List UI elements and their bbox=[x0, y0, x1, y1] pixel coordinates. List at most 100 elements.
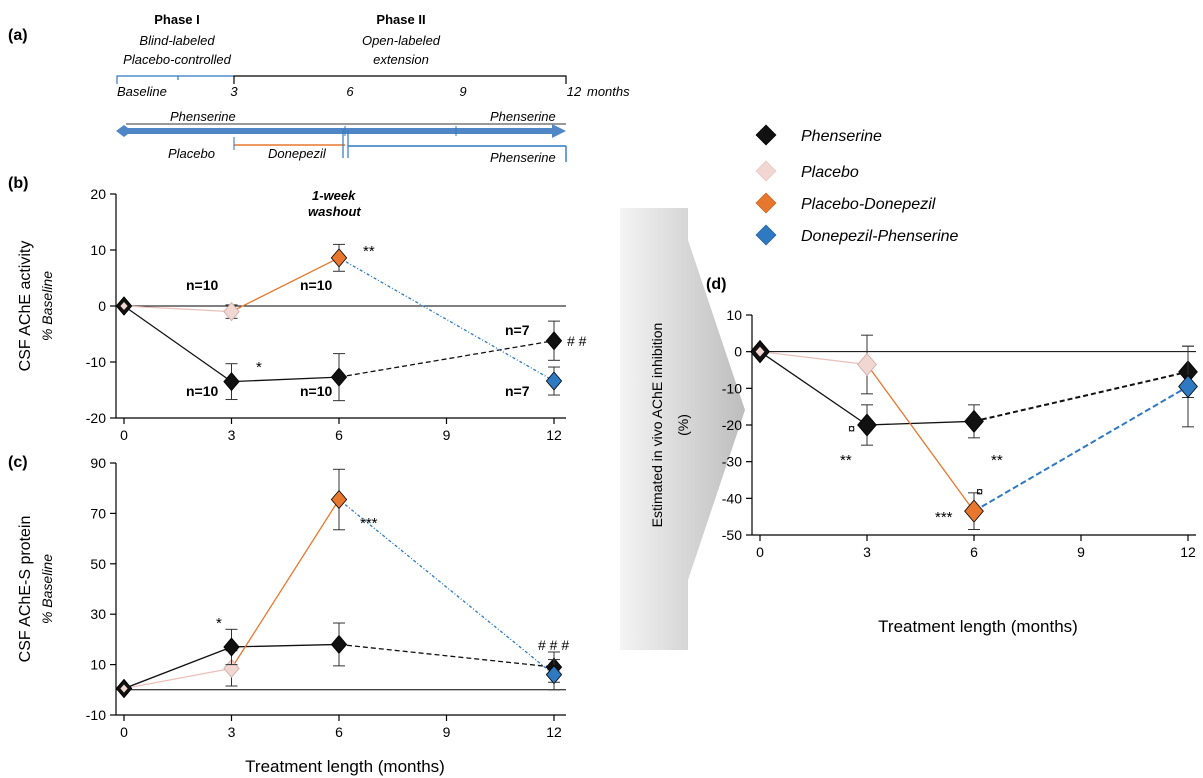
chart-c: -10 10 30 50 70 90 0 3 6 9 12 CSF AChE-S protein % B… bbox=[17, 455, 566, 776]
x-tick-label-d: 6 bbox=[970, 544, 978, 560]
data-point-c-baseline-inner bbox=[120, 684, 128, 693]
data-point-c-phenserine bbox=[223, 637, 240, 657]
series-line-c-0 bbox=[123, 646, 232, 690]
x-tick-label-b: 3 bbox=[228, 427, 236, 443]
annotation-sig-d-6: ** bbox=[991, 452, 1003, 469]
y-tick-label-c: 50 bbox=[90, 556, 106, 572]
series-line-b-0 bbox=[231, 376, 340, 383]
series-line-b-3 bbox=[338, 257, 555, 382]
x-tick-label-c: 6 bbox=[335, 724, 343, 740]
arm-label-donepezil: Donepezil bbox=[268, 146, 327, 161]
y-axis-title-b: CSF AChE activity bbox=[17, 241, 34, 372]
series-line-c-2 bbox=[230, 499, 340, 669]
legend-marker-donepezil-phenserine bbox=[755, 224, 777, 246]
y-tick-label-d: -40 bbox=[722, 490, 742, 506]
x-tick-label-d: 0 bbox=[756, 544, 764, 560]
arm-label-phenserine-left: Phenserine bbox=[170, 109, 236, 124]
panel-a-label: (a) bbox=[8, 27, 28, 44]
annotation-n-donepezil-12: n=7 bbox=[505, 383, 530, 399]
y-tick-label-d: -30 bbox=[722, 454, 742, 470]
data-point-c-placebo bbox=[223, 658, 240, 678]
legend-item-donepezil-phenserine: Donepezil-Phenserine bbox=[755, 224, 959, 246]
arm-label-phenserine-lower: Phenserine bbox=[490, 150, 556, 165]
annotation-washout-2: washout bbox=[308, 204, 361, 219]
x-tick-label-b: 0 bbox=[120, 427, 128, 443]
y-tick-label-c: -10 bbox=[86, 707, 106, 723]
x-tick-label-c: 3 bbox=[228, 724, 236, 740]
x-tick-label-b: 6 bbox=[335, 427, 343, 443]
series-line-c-0 bbox=[338, 643, 555, 668]
timeline-tick-12: 12 bbox=[567, 84, 582, 99]
phase2-line2: extension bbox=[373, 52, 429, 67]
annotation-sig-c-6: *** bbox=[360, 515, 378, 532]
chart-d: -50 -40 -30 -20 -10 0 10 0 3 6 9 12 Estimated in viv… bbox=[649, 307, 1198, 636]
phase1-bracket bbox=[116, 75, 234, 84]
data-point-c-donepezil-phenserine bbox=[545, 665, 563, 685]
y-tick-label-b: 0 bbox=[98, 298, 106, 314]
annotation-n-placebo-3: n=10 bbox=[186, 277, 219, 293]
y-tick-label-b: 20 bbox=[90, 186, 106, 202]
series-line-b-1 bbox=[123, 305, 232, 313]
series-line-d-2 bbox=[866, 364, 975, 512]
timeline-tick-3: 3 bbox=[230, 84, 238, 99]
data-point-b-donepezil-phenserine bbox=[545, 371, 563, 391]
annotation-sig-c-3: * bbox=[216, 615, 222, 632]
series-line-d-1 bbox=[759, 351, 868, 366]
y-tick-label-b: 10 bbox=[90, 242, 106, 258]
annotation-sig-d-3: ** bbox=[840, 452, 852, 469]
legend-item-placebo-donepezil: Placebo-Donepezil bbox=[755, 192, 936, 214]
arm-label-placebo: Placebo bbox=[168, 146, 215, 161]
x-axis-title-c: Treatment length (months) bbox=[245, 757, 445, 776]
x-tick-label-c: 12 bbox=[546, 724, 562, 740]
legend-marker-placebo bbox=[755, 160, 777, 182]
data-point-b-phenserine bbox=[545, 331, 563, 351]
data-point-c-placebo-donepezil bbox=[330, 489, 348, 510]
data-point-c-phenserine bbox=[330, 634, 348, 655]
series-line-d-0 bbox=[973, 370, 1189, 423]
x-tick-label-c: 0 bbox=[120, 724, 128, 740]
x-tick-label-d: 3 bbox=[863, 544, 871, 560]
series-line-c-0 bbox=[231, 643, 340, 648]
panel-d-label: (d) bbox=[706, 276, 726, 293]
series-line-d-3 bbox=[973, 385, 1189, 513]
y-tick-label-b: -10 bbox=[86, 354, 106, 370]
x-tick-label-b: 12 bbox=[546, 427, 562, 443]
legend-label-donepezil-phenserine: Donepezil-Phenserine bbox=[801, 228, 959, 245]
y-tick-label-d: -50 bbox=[722, 527, 742, 543]
phase1-line1: Blind-labeled bbox=[139, 33, 215, 48]
annotation-sig-b-6: ** bbox=[363, 243, 375, 260]
treatment-arrow-tail bbox=[116, 125, 132, 137]
data-point-b-placebo bbox=[223, 301, 240, 322]
legend-label-placebo: Placebo bbox=[801, 164, 859, 181]
phase2-bracket bbox=[233, 75, 567, 84]
phase1-line2: Placebo-controlled bbox=[123, 52, 231, 67]
y-axis-subtitle-b: % Baseline bbox=[39, 271, 55, 341]
panel-a: (a) Phase I Blind-labeled Placebo-contro… bbox=[8, 12, 630, 165]
data-point-d-baseline-inner bbox=[755, 346, 765, 357]
phase1-title: Phase I bbox=[154, 12, 200, 27]
panel-c-label: (c) bbox=[8, 454, 28, 471]
y-axis-subtitle-d: (%) bbox=[675, 414, 691, 436]
series-line-b-0 bbox=[123, 305, 232, 383]
y-axis-subtitle-c: % Baseline bbox=[39, 554, 55, 624]
timeline-tick-9: 9 bbox=[459, 84, 466, 99]
arm-label-phenserine-right: Phenserine bbox=[490, 109, 556, 124]
timeline-unit: months bbox=[587, 84, 630, 99]
x-tick-label-c: 9 bbox=[443, 724, 451, 740]
treatment-arrow-head bbox=[552, 124, 566, 138]
y-tick-label-c: 30 bbox=[90, 606, 106, 622]
data-point-b-phenserine bbox=[330, 367, 348, 387]
transition-arrow bbox=[620, 208, 745, 650]
y-axis-title-d: Estimated in vivo AChE inhibition bbox=[649, 323, 665, 528]
y-tick-label-d: -10 bbox=[722, 380, 742, 396]
data-point-d-phenserine bbox=[857, 413, 877, 437]
annotation-washout-1: 1-week bbox=[312, 188, 356, 203]
data-point-b-phenserine bbox=[223, 371, 240, 392]
y-tick-label-b: -20 bbox=[86, 410, 106, 426]
annotation-n-donepezil-6: n=10 bbox=[300, 277, 333, 293]
chart-b: -20 -10 0 10 20 0 3 6 9 12 CSF AChE activity % Base… bbox=[17, 186, 566, 443]
legend-item-placebo: Placebo bbox=[755, 160, 859, 182]
y-tick-label-c: 10 bbox=[90, 657, 106, 673]
x-axis-title-d: Treatment length (months) bbox=[878, 617, 1078, 636]
